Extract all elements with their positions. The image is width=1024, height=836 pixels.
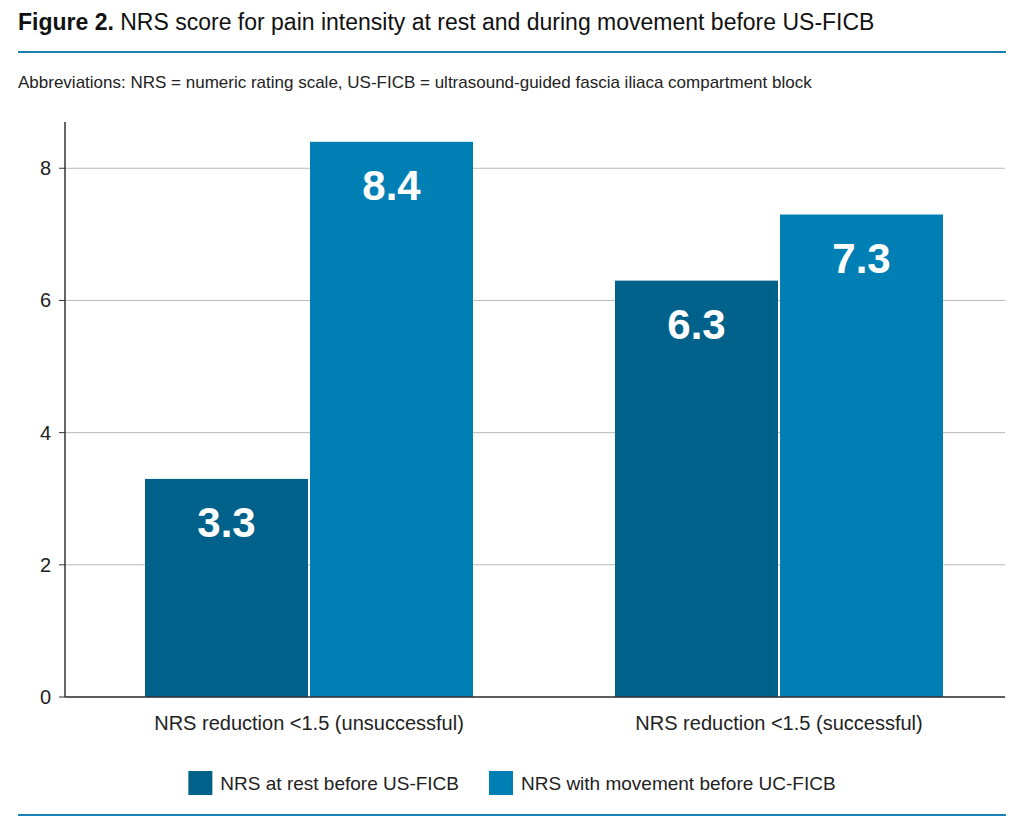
tick-label: 4	[40, 422, 51, 444]
legend: NRS at rest before US-FICB NRS with movem…	[188, 771, 835, 795]
bar	[615, 281, 778, 697]
title-prefix: Figure 2.	[18, 9, 114, 35]
data-label: 3.3	[197, 499, 255, 546]
rule	[18, 814, 1006, 816]
grid-line	[65, 168, 1005, 169]
tick-label: 0	[40, 686, 51, 708]
tick-label: 6	[40, 289, 51, 311]
tick	[59, 300, 65, 301]
bar	[780, 215, 943, 697]
data-label: 8.4	[362, 162, 421, 209]
subtitle: Abbreviations: NRS = numeric rating scal…	[18, 73, 812, 92]
tick	[59, 168, 65, 169]
tick-label: 8	[40, 157, 51, 179]
tick	[59, 564, 65, 565]
data-labels: 3.3 8.4 6.3 7.3	[197, 162, 890, 546]
rule	[18, 51, 1006, 53]
tick	[59, 697, 65, 698]
legend-label: NRS with movement before UC-FICB	[521, 773, 836, 794]
chart: Figure 2. NRS score for pain intensity a…	[0, 0, 1024, 836]
tick-label: 2	[40, 554, 51, 576]
legend-swatch	[489, 771, 513, 795]
data-label: 7.3	[832, 235, 890, 282]
y-axis	[64, 122, 66, 697]
category-label: NRS reduction <1.5 (successful)	[635, 712, 922, 734]
bar	[310, 142, 473, 697]
data-label: 6.3	[667, 301, 725, 348]
x-axis	[65, 696, 1005, 698]
grid-line	[65, 697, 1005, 698]
legend-label: NRS at rest before US-FICB	[220, 773, 459, 794]
bars	[145, 142, 943, 697]
tick	[59, 432, 65, 433]
category-label: NRS reduction <1.5 (unsuccessful)	[154, 712, 464, 734]
title-rest: NRS score for pain intensity at rest and…	[114, 9, 875, 35]
bar	[145, 479, 308, 697]
legend-swatch	[188, 771, 212, 795]
title: Figure 2. NRS score for pain intensity a…	[18, 9, 874, 35]
